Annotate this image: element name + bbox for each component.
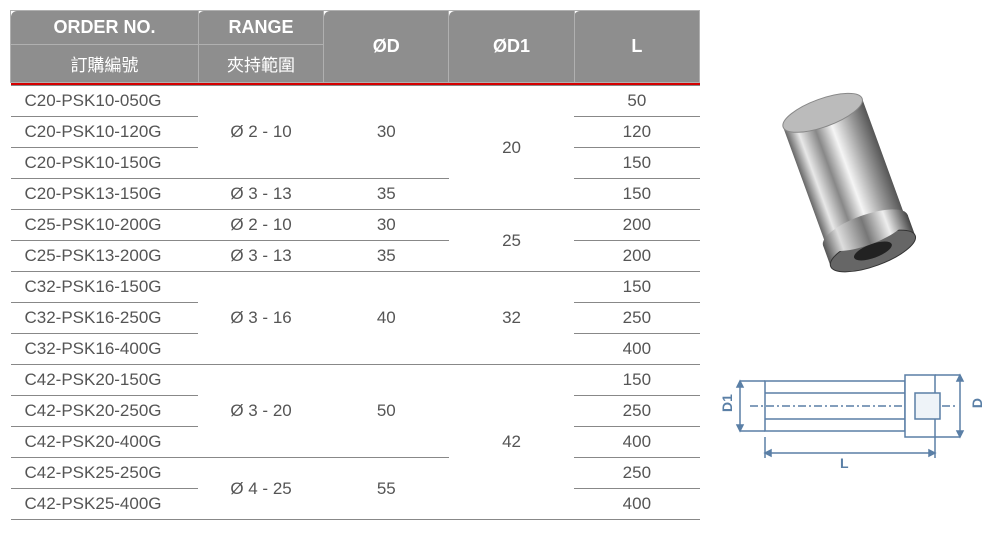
dim-label-d: D xyxy=(969,398,985,408)
cell-order: C32-PSK16-150G xyxy=(11,272,199,303)
cell-l: 250 xyxy=(574,303,699,334)
cell-range: Ø 4 - 25 xyxy=(198,458,323,520)
cell-od: 40 xyxy=(324,272,449,365)
side-panel: D1 D L xyxy=(710,10,990,546)
cell-l: 150 xyxy=(574,148,699,179)
cell-od1: 25 xyxy=(449,210,574,272)
cell-order: C20-PSK10-120G xyxy=(11,117,199,148)
header-range-zh: 夾持範圍 xyxy=(198,45,323,83)
cell-order: C20-PSK10-150G xyxy=(11,148,199,179)
table-row: C42-PSK25-250GØ 4 - 2555250 xyxy=(11,458,700,489)
header-order-en: ORDER NO. xyxy=(11,11,199,45)
cell-l: 150 xyxy=(574,179,699,210)
header-order-zh: 訂購編號 xyxy=(11,45,199,83)
cell-l: 200 xyxy=(574,210,699,241)
cell-order: C42-PSK20-150G xyxy=(11,365,199,396)
cell-range: Ø 2 - 10 xyxy=(198,210,323,241)
dimension-diagram: D1 D L xyxy=(720,353,980,473)
table-row: C20-PSK10-050GØ 2 - 10302050 xyxy=(11,86,700,117)
cell-range: Ø 2 - 10 xyxy=(198,86,323,179)
cell-order: C25-PSK13-200G xyxy=(11,241,199,272)
cell-order: C42-PSK20-250G xyxy=(11,396,199,427)
header-od1: ØD1 xyxy=(449,11,574,83)
cell-l: 400 xyxy=(574,427,699,458)
cell-order: C25-PSK10-200G xyxy=(11,210,199,241)
cell-od: 35 xyxy=(324,179,449,210)
cell-range: Ø 3 - 13 xyxy=(198,241,323,272)
header-range-en: RANGE xyxy=(198,11,323,45)
cell-l: 250 xyxy=(574,458,699,489)
cell-l: 120 xyxy=(574,117,699,148)
cell-l: 150 xyxy=(574,365,699,396)
cell-l: 400 xyxy=(574,489,699,520)
table-row: C42-PSK20-150GØ 3 - 205042150 xyxy=(11,365,700,396)
table-row: C32-PSK16-150GØ 3 - 164032150 xyxy=(11,272,700,303)
table-header: ORDER NO. RANGE ØD ØD1 L 訂購編號 夾持範圍 xyxy=(11,11,700,83)
header-l: L xyxy=(574,11,699,83)
cell-order: C42-PSK25-250G xyxy=(11,458,199,489)
cell-l: 250 xyxy=(574,396,699,427)
table-row: C25-PSK10-200GØ 2 - 103025200 xyxy=(11,210,700,241)
dim-label-d1: D1 xyxy=(719,394,735,412)
cell-range: Ø 3 - 20 xyxy=(198,365,323,458)
cell-order: C20-PSK13-150G xyxy=(11,179,199,210)
table-row: C20-PSK13-150GØ 3 - 1335 150 xyxy=(11,179,700,210)
cell-od1: 20 xyxy=(449,86,574,210)
cell-od: 30 xyxy=(324,86,449,179)
cell-l: 50 xyxy=(574,86,699,117)
cell-od1: 42 xyxy=(449,365,574,520)
cell-od: 30 xyxy=(324,210,449,241)
cell-od: 55 xyxy=(324,458,449,520)
spec-table-container: ORDER NO. RANGE ØD ØD1 L 訂購編號 夾持範圍 C20-P… xyxy=(10,10,700,546)
dim-label-l: L xyxy=(840,455,849,471)
cell-range: Ø 3 - 16 xyxy=(198,272,323,365)
cell-l: 200 xyxy=(574,241,699,272)
cell-order: C42-PSK25-400G xyxy=(11,489,199,520)
cell-order: C20-PSK10-050G xyxy=(11,86,199,117)
cell-range: Ø 3 - 13 xyxy=(198,179,323,210)
cell-order: C32-PSK16-400G xyxy=(11,334,199,365)
table-row: C25-PSK13-200GØ 3 - 1335 200 xyxy=(11,241,700,272)
table-body: C20-PSK10-050GØ 2 - 10302050C20-PSK10-12… xyxy=(11,83,700,520)
cell-order: C42-PSK20-400G xyxy=(11,427,199,458)
cell-od: 50 xyxy=(324,365,449,458)
cell-order: C32-PSK16-250G xyxy=(11,303,199,334)
spec-table: ORDER NO. RANGE ØD ØD1 L 訂購編號 夾持範圍 C20-P… xyxy=(10,10,700,520)
header-od: ØD xyxy=(324,11,449,83)
cell-od1: 32 xyxy=(449,272,574,365)
cell-l: 400 xyxy=(574,334,699,365)
cell-od: 35 xyxy=(324,241,449,272)
product-photo xyxy=(740,83,960,293)
cell-l: 150 xyxy=(574,272,699,303)
